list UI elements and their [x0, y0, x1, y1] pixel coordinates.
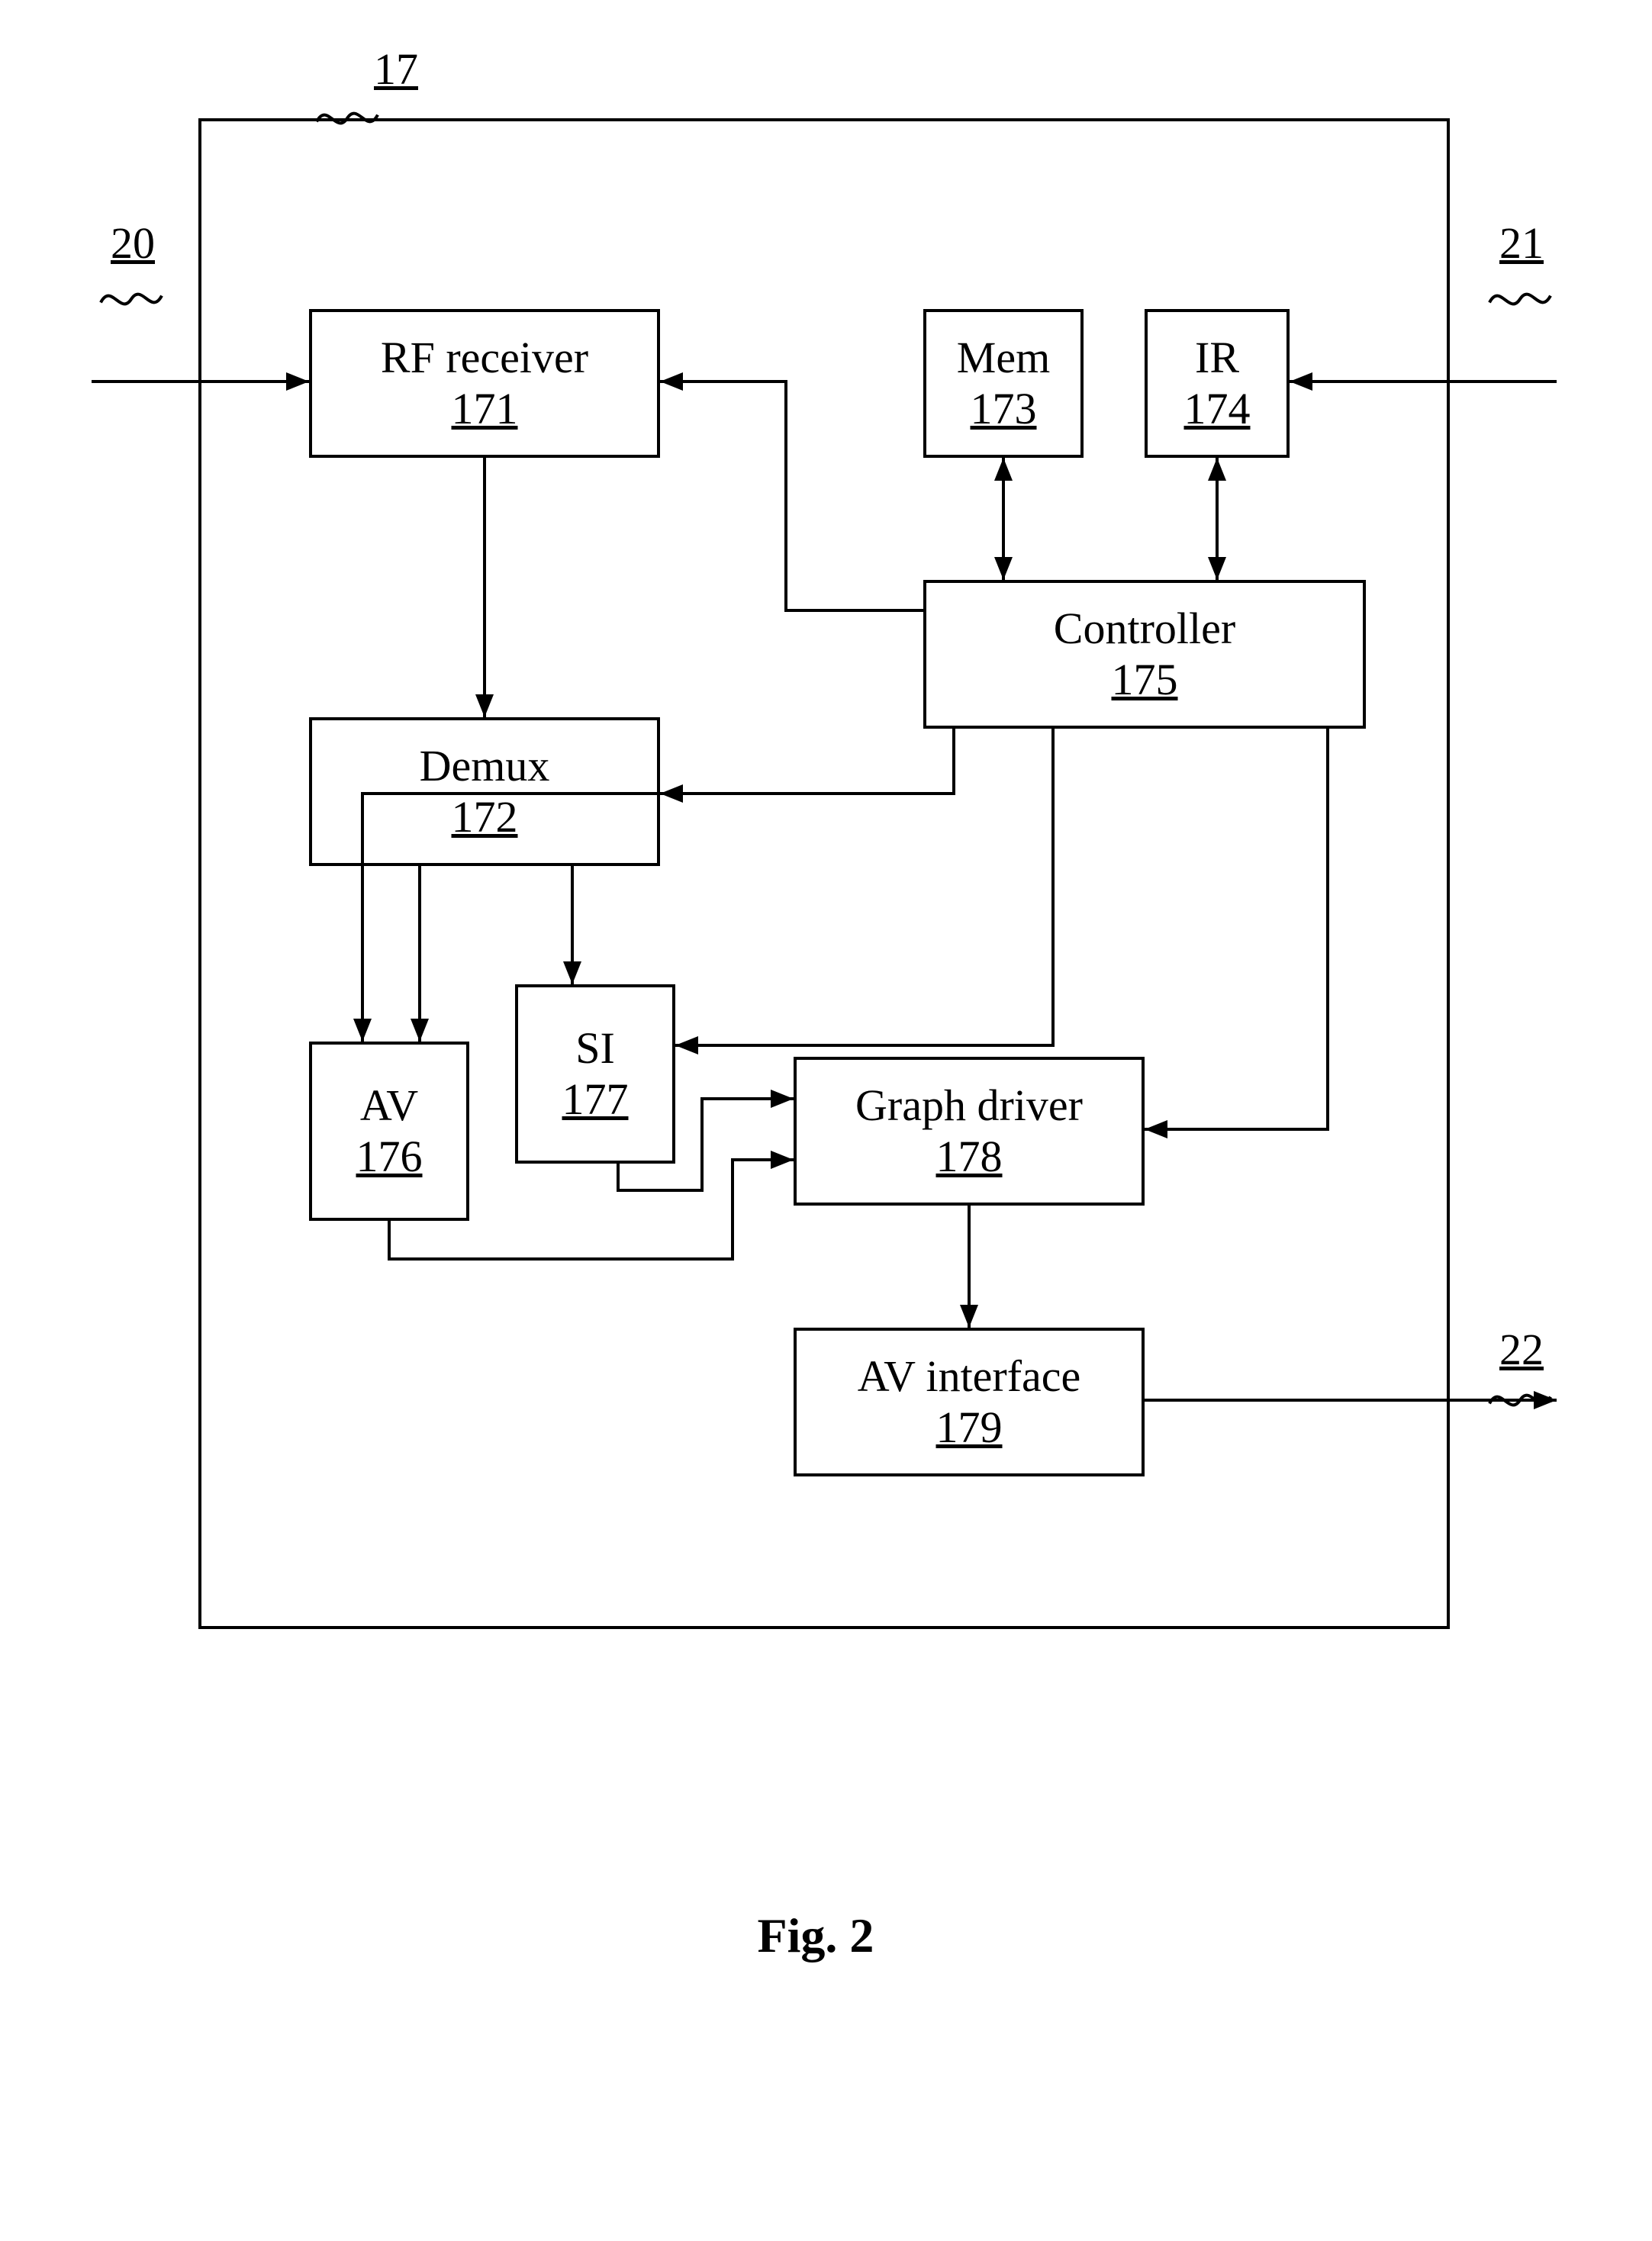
block-title: RF receiver: [381, 333, 588, 384]
block-si: SI 177: [515, 984, 675, 1164]
block-ref: 179: [936, 1402, 1003, 1454]
block-ref: 175: [1112, 655, 1178, 706]
block-mem: Mem 173: [923, 309, 1084, 458]
block-title: Demux: [420, 741, 550, 792]
block-av: AV 176: [309, 1042, 469, 1221]
block-ref: 177: [562, 1074, 629, 1125]
block-ir: IR 174: [1145, 309, 1290, 458]
block-controller: Controller 175: [923, 580, 1366, 729]
block-title: IR: [1195, 333, 1239, 384]
ref-label-22: 22: [1499, 1324, 1544, 1375]
block-ref: 173: [971, 384, 1037, 435]
block-title: Graph driver: [855, 1080, 1083, 1132]
block-title: AV: [360, 1080, 418, 1132]
ref-label-17: 17: [374, 43, 418, 95]
block-ref: 176: [356, 1132, 423, 1183]
block-demux: Demux 172: [309, 717, 660, 866]
ref-label-21: 21: [1499, 217, 1544, 269]
figure-caption: Fig. 2: [758, 1908, 874, 1964]
block-title: AV interface: [858, 1351, 1081, 1402]
ref-label-20: 20: [111, 217, 155, 269]
block-title: Mem: [957, 333, 1050, 384]
block-ref: 171: [452, 384, 518, 435]
block-ref: 172: [452, 792, 518, 843]
block-av-interface: AV interface 179: [794, 1328, 1145, 1476]
block-ref: 174: [1184, 384, 1251, 435]
block-title: Controller: [1054, 604, 1235, 655]
block-ref: 178: [936, 1132, 1003, 1183]
block-title: SI: [575, 1023, 615, 1074]
block-graph-driver: Graph driver 178: [794, 1057, 1145, 1206]
block-rf-receiver: RF receiver 171: [309, 309, 660, 458]
diagram-stage: 17 20 21 22 RF receiver 171 Mem 173 IR 1…: [0, 0, 1652, 2241]
